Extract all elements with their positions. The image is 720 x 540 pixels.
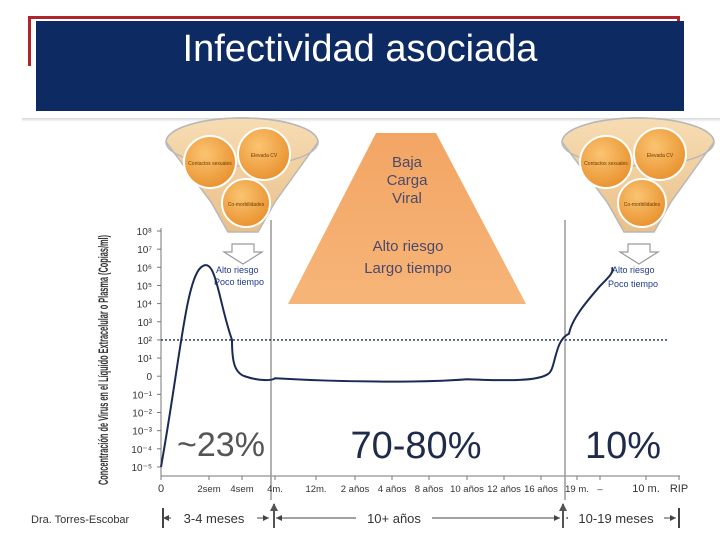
x-tick-label: – xyxy=(597,484,603,495)
x-tick-label: 2 años xyxy=(341,484,370,495)
y-tick-label: 10¹ xyxy=(138,354,153,365)
phase-1-duration: 3-4 meses xyxy=(184,511,245,526)
y-tick-label: 10⁵ xyxy=(137,281,152,292)
author-credit: Dra. Torres-Escobar xyxy=(31,514,130,526)
y-axis-label: Concentración de Virus en el Líquido Ext… xyxy=(96,235,111,485)
phase-2-duration: 10+ años xyxy=(367,511,421,526)
y-tick-label: 10² xyxy=(138,336,153,347)
y-tick-label: 10³ xyxy=(138,318,153,329)
x-tick-label: 12m. xyxy=(305,484,326,495)
x-tick-label: 2sem xyxy=(197,484,220,495)
mountain-line-1: Baja xyxy=(392,154,423,171)
x-tick-label: 10 m. xyxy=(632,483,660,495)
x-tick-label: 4 años xyxy=(378,484,407,495)
right-funnel: Contactos sexuales Elevada CV Co-morbili… xyxy=(561,117,715,289)
y-tick-label: 0 xyxy=(146,372,152,383)
left-funnel-arrow xyxy=(221,243,265,265)
x-tick-label: RIP xyxy=(670,483,688,495)
viral-load-curve xyxy=(160,264,614,468)
x-tick-label: 0 xyxy=(158,483,164,495)
page-title: Infectividad asociada xyxy=(182,28,538,70)
right-item-contacts: Contactos sexuales xyxy=(584,161,628,167)
y-tick-label: 10⁻⁵ xyxy=(131,463,152,474)
right-circle-comorb xyxy=(617,178,667,228)
y-tick-labels: 10⁸ 10⁷ 10⁶ 10⁵ 10⁴ 10³ 10² 10¹ 0 10⁻¹ 10⁻² 10⁻³ 10⁻… xyxy=(131,227,161,474)
left-item-cv: Elevada CV xyxy=(251,153,278,159)
x-tick-label: 4sem xyxy=(230,484,253,495)
title-separator xyxy=(22,118,720,122)
right-circle-cv xyxy=(633,127,687,181)
x-tick-labels: 0 2sem 4sem 4m. 12m. 2 años 4 años 8 años 10 año… xyxy=(158,476,688,495)
phase-1-percent: ~23% xyxy=(177,426,265,464)
y-tick-label: 10⁸ xyxy=(137,227,152,238)
y-tick-label: 10⁶ xyxy=(137,263,152,274)
y-tick-label: 10⁻² xyxy=(132,409,152,420)
left-funnel: Contactos sexuales Elevada CV Co-morbili… xyxy=(165,117,319,287)
left-circle-contacts xyxy=(183,135,237,189)
mountain-line-2: Carga xyxy=(387,172,429,189)
x-tick-label: 10 años xyxy=(450,484,484,495)
mountain-line-3: Viral xyxy=(392,190,422,207)
x-tick-label: 12 años xyxy=(487,484,521,495)
left-item-contacts: Contactos sexuales xyxy=(188,161,232,167)
y-tick-label: 10⁻³ xyxy=(132,427,152,438)
phase-3-percent: 10% xyxy=(585,425,661,467)
x-tick-label: 16 años xyxy=(524,484,558,495)
left-item-comorb: Co-morbilidades xyxy=(228,202,265,208)
mountain-shape xyxy=(288,133,526,304)
y-tick-label: 10⁷ xyxy=(137,245,152,256)
curve-layer xyxy=(160,264,668,468)
y-tick-label: 10⁻¹ xyxy=(132,390,152,401)
left-funnel-label-2: Poco tiempo xyxy=(214,277,264,287)
left-circle-comorb xyxy=(221,178,271,228)
right-item-comorb: Co-morbilidades xyxy=(624,202,661,208)
right-funnel-arrow xyxy=(617,243,661,265)
x-tick-label: 19 m. xyxy=(565,484,589,495)
x-tick-label: 8 años xyxy=(415,484,444,495)
right-item-cv: Elevada CV xyxy=(647,153,674,159)
left-funnel-label-1: Alto riesgo xyxy=(216,265,259,275)
y-tick-label: 10⁻⁴ xyxy=(131,445,152,456)
right-funnel-label-1: Alto riesgo xyxy=(612,265,655,275)
y-tick-label: 10⁴ xyxy=(137,300,152,311)
title-banner xyxy=(36,21,684,111)
phase-2-percent: 70-80% xyxy=(351,425,482,467)
phase-3-duration: 10-19 meses xyxy=(578,511,654,526)
x-tick-label: 4m. xyxy=(267,484,283,495)
left-circle-cv xyxy=(237,127,291,181)
right-funnel-label-2: Poco tiempo xyxy=(608,279,658,289)
mountain-line-4: Alto riesgo xyxy=(373,238,444,255)
mountain-line-5: Largo tiempo xyxy=(364,260,452,277)
right-circle-contacts xyxy=(579,135,633,189)
